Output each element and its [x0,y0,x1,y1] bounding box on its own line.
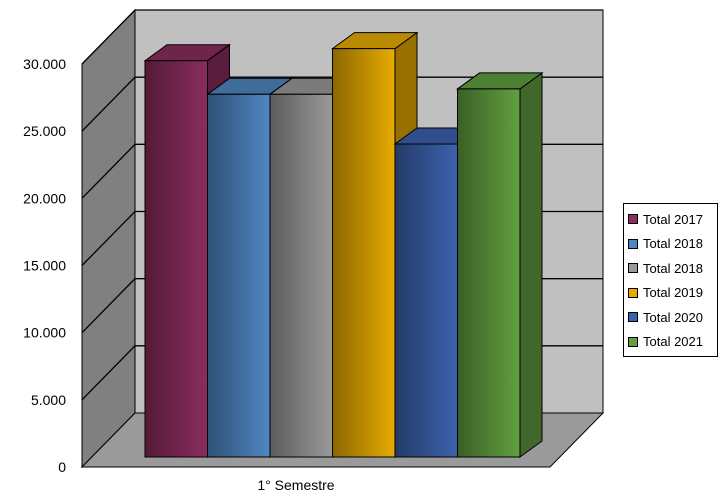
y-tick-label: 10.000 [23,325,66,341]
legend-item: Total 2019 [624,281,717,306]
bar-front-face [207,93,271,458]
legend-item: Total 2018 [624,232,717,257]
bar-side-face [519,71,543,458]
legend-item: Total 2018 [624,256,717,281]
legend-item: Total 2020 [624,305,717,330]
legend-swatch [628,312,638,323]
legend-swatch [628,238,638,249]
bars [143,31,544,458]
legend-swatch [628,336,638,347]
legend-label: Total 2019 [643,285,703,301]
bar [455,71,544,458]
y-tick-label: 20.000 [23,190,66,206]
legend-item: Total 2017 [624,207,717,232]
bar-front-face [394,143,458,458]
legend-swatch [628,214,638,225]
bar-front-face [457,88,521,458]
bar-front-face [144,60,208,458]
legend-label: Total 2020 [643,309,703,325]
gridline [81,76,603,132]
gridline [81,9,603,65]
bar-front-face [332,48,396,458]
y-tick-label: 25.000 [23,123,66,139]
x-tick-label: 1° Semestre [257,477,334,493]
y-tick-label: 15.000 [23,258,66,274]
legend-label: Total 2018 [643,236,703,252]
y-tick-label: 30.000 [23,56,66,72]
legend-label: Total 2017 [643,211,703,227]
legend-swatch [628,263,638,274]
y-tick-label: 0 [58,459,66,475]
y-axis-ticks: 0 5.000 10.000 15.000 20.000 25.000 30.000 [23,56,66,475]
legend-label: Total 2021 [643,334,703,350]
legend: Total 2017 Total 2018 Total 2018 Total 2019… [623,203,718,357]
legend-swatch [628,287,638,298]
legend-item: Total 2021 [624,330,717,355]
legend-label: Total 2018 [643,260,703,276]
bar-front-face [269,93,333,458]
y-tick-label: 5.000 [31,392,66,408]
